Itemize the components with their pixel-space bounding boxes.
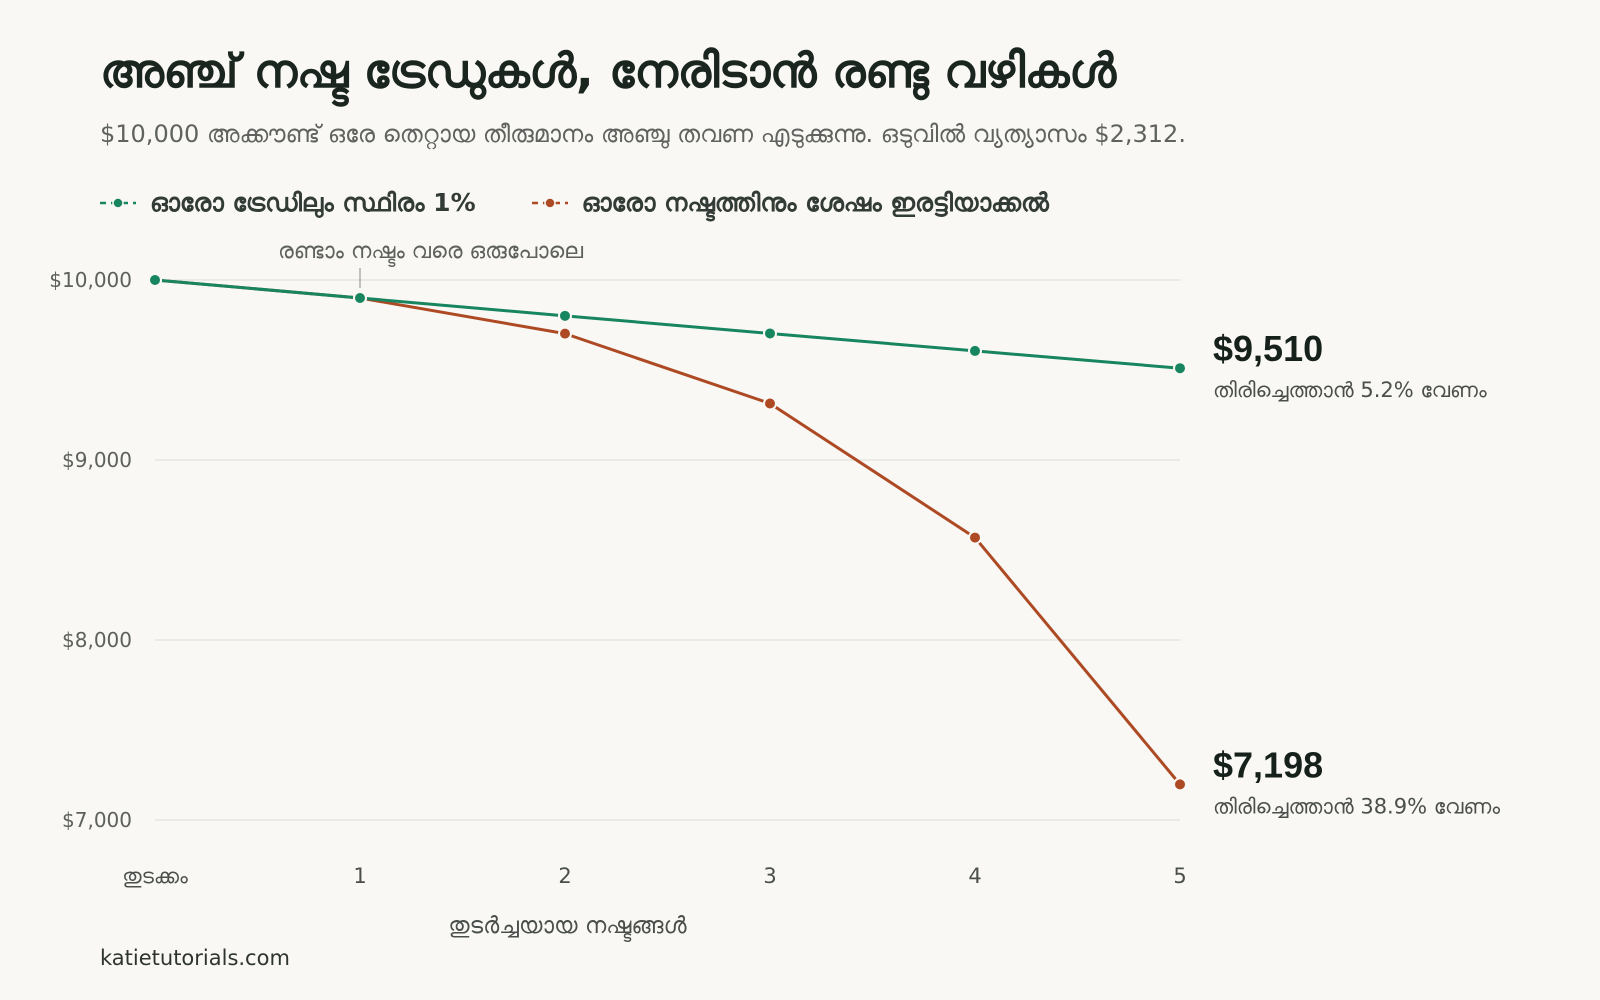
x-tick-label: 2: [558, 864, 571, 888]
data-point-1: [558, 326, 572, 341]
y-tick-label: $9,000: [62, 448, 132, 472]
y-tick-label: $7,000: [62, 808, 132, 832]
data-point-0: [353, 291, 367, 305]
y-axis-ticks: $10,000 $9,000 $8,000 $7,000: [49, 268, 132, 832]
x-tick-label: 4: [968, 864, 981, 888]
data-point-0: [763, 326, 777, 341]
data-point-0: [968, 343, 982, 358]
data-point-0: [148, 273, 162, 287]
end-value-label: $9,510: [1213, 328, 1323, 369]
y-tick-label: $10,000: [49, 268, 132, 292]
x-axis-label: തുടർച്ചയായ നഷ്ടങ്ങൾ: [448, 913, 687, 942]
y-tick-label: $8,000: [62, 628, 132, 652]
page-subtitle: $10,000 അക്കൗണ്ട് ഒരേ തെറ്റായ തീരുമാനം അ…: [100, 120, 1186, 148]
x-tick-label: 5: [1173, 864, 1186, 888]
x-tick-label: 1: [353, 864, 366, 888]
chart-legend: ഓരോ ട്രേഡിലും സ്ഥിരം 1% ഓരോ നഷ്ടത്തിനും …: [100, 186, 1105, 220]
legend-swatch-doubling: [531, 197, 568, 209]
legend-item-fixed: ഓരോ ട്രേഡിലും സ്ഥിരം 1%: [100, 188, 476, 218]
legend-swatch-fixed: [100, 197, 136, 209]
legend-label-doubling: ഓരോ നഷ്ടത്തിനും ശേഷം ഇരട്ടിയാക്കൽ: [581, 188, 1049, 217]
source-credit: katietutorials.com: [100, 946, 290, 970]
data-point-1: [763, 396, 777, 411]
data-point-1: [1173, 777, 1187, 792]
annotation-layer: രണ്ടാം നഷ്ടം വരെ ഒരുപോലെ: [278, 239, 583, 288]
end-labels: $9,510 തിരിച്ചെത്താൻ 5.2% വേണം $7,198 തിരിച…: [1213, 328, 1500, 818]
x-tick-label: 3: [763, 864, 776, 888]
x-axis-ticks: തുടക്കം 1 2 3 4 5: [122, 864, 1186, 888]
data-point-1: [968, 530, 982, 545]
end-note-label: തിരിച്ചെത്താൻ 5.2% വേണം: [1213, 378, 1487, 402]
end-value-label: $7,198: [1213, 744, 1323, 785]
annotation-text: രണ്ടാം നഷ്ടം വരെ ഒരുപോലെ: [278, 239, 583, 267]
page-title: അഞ്ച് നഷ്ട ട്രേഡുകൾ, നേരിടാൻ രണ്ടു വഴികൾ: [100, 44, 1116, 99]
x-tick-label: തുടക്കം: [122, 864, 188, 888]
grid-layer: [155, 279, 1180, 821]
data-point-0: [1173, 361, 1187, 376]
legend-label-fixed: ഓരോ ട്രേഡിലും സ്ഥിരം 1%: [150, 188, 476, 217]
series-layer: [148, 273, 1187, 792]
series-line-0: [153, 278, 1182, 370]
data-point-0: [558, 308, 572, 323]
legend-item-doubling: ഓരോ നഷ്ടത്തിനും ശേഷം ഇരട്ടിയാക്കൽ: [531, 188, 1049, 218]
end-note-label: തിരിച്ചെത്താൻ 38.9% വേണം: [1213, 794, 1500, 818]
